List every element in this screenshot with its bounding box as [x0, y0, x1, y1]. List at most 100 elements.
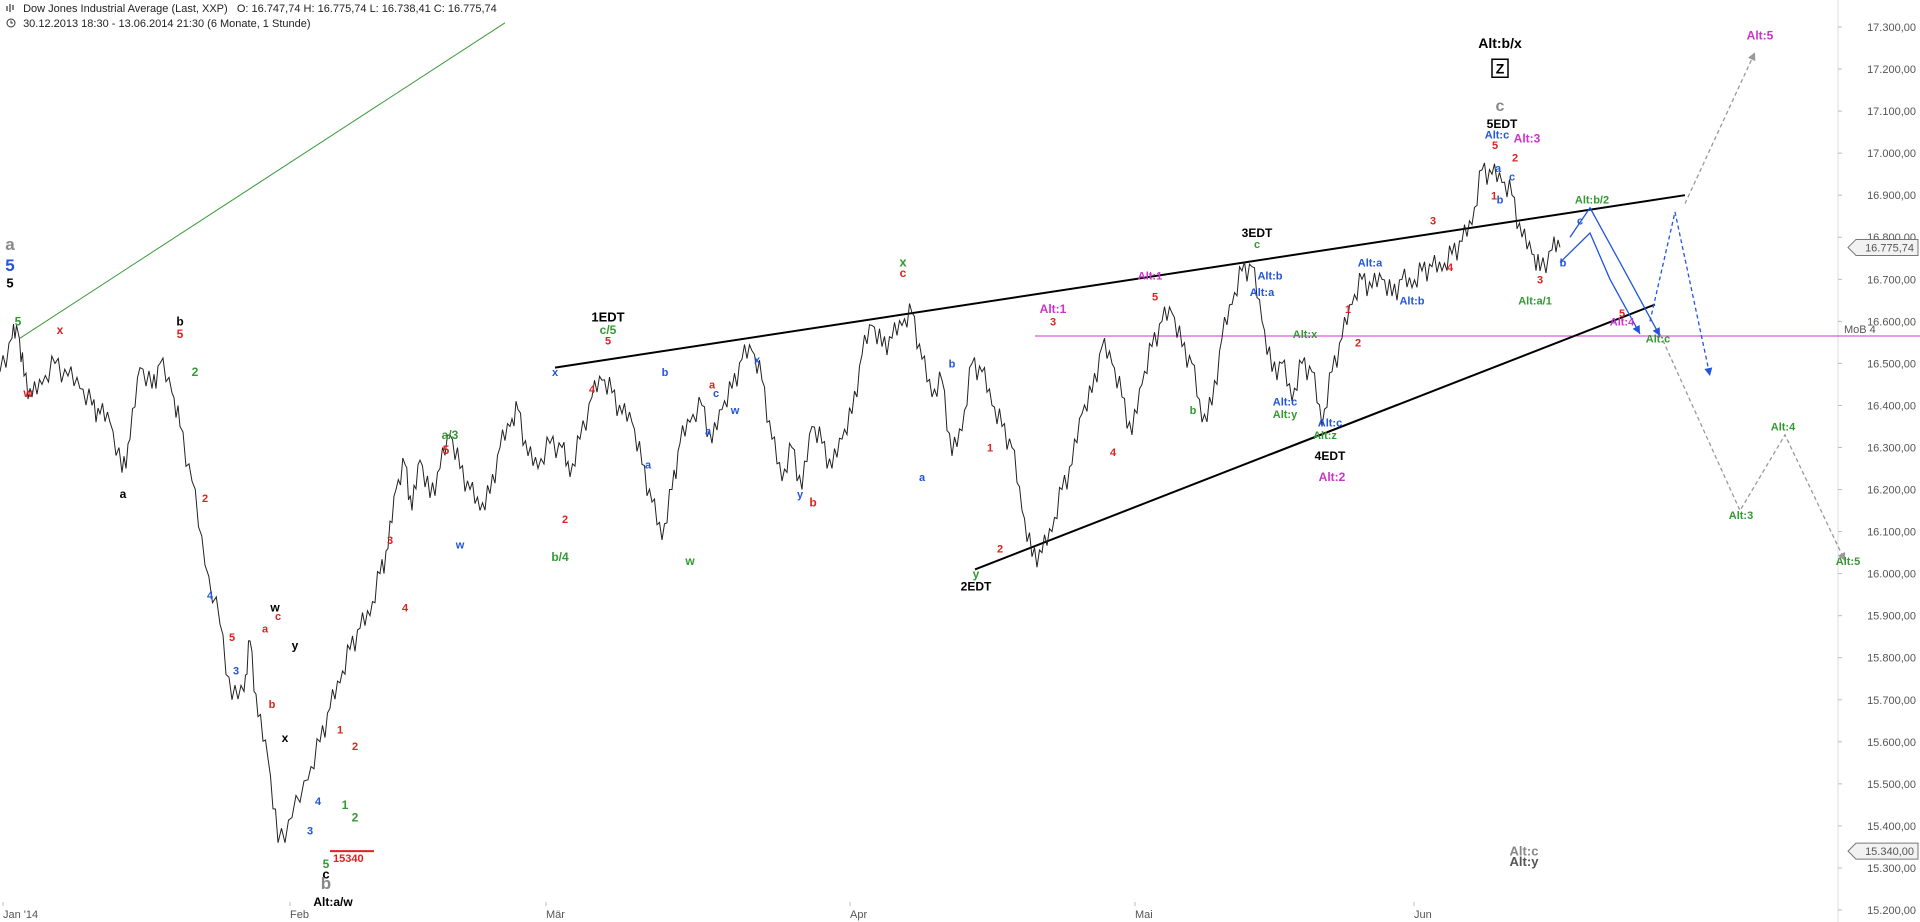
wave-label: y — [292, 638, 299, 652]
wave-label: b/4 — [551, 550, 569, 564]
time-range-readout: 30.12.2013 18:30 - 13.06.2014 21:30 (6 M… — [23, 18, 311, 30]
wave-label: b — [176, 315, 183, 329]
projection-arrowhead-5 — [1837, 552, 1846, 562]
wave-label: Alt:c — [1318, 417, 1342, 429]
wave-label: a — [705, 426, 712, 438]
wave-label: a — [645, 460, 652, 472]
wave-label: 2 — [1355, 338, 1361, 350]
chart-type-icon — [6, 3, 16, 13]
wave-label: 4 — [1110, 447, 1117, 459]
chart-header-range-line: 30.12.2013 18:30 - 13.06.2014 21:30 (6 M… — [6, 18, 311, 30]
y-tick-label: 15.800,00 — [1867, 653, 1916, 665]
wave-label: w — [730, 405, 740, 417]
wave-label: Alt:4 — [1610, 317, 1635, 329]
wave-label: Alt:a — [1250, 287, 1275, 299]
wave-label: 5 — [5, 256, 14, 275]
projection-path-5 — [1659, 333, 1846, 562]
wave-label: 1 — [1345, 304, 1351, 316]
wave-label: Alt:b — [1399, 296, 1424, 308]
wave-label: b — [1190, 405, 1197, 417]
price-tag-1 — [1847, 238, 1919, 256]
wave-label: 2 — [352, 741, 358, 753]
trend-line-2 — [554, 194, 1686, 369]
price-series-line — [0, 162, 1561, 843]
y-tick-label: 16.500,00 — [1867, 358, 1916, 370]
wave-label: Alt:a/w — [313, 895, 353, 909]
wave-label: b — [321, 874, 331, 893]
wave-label: Alt:3 — [1729, 510, 1753, 522]
wave-label: Alt:a/1 — [1518, 296, 1552, 308]
x-tick-label: Feb — [290, 909, 309, 921]
wave-label: 4 — [207, 590, 214, 602]
y-tick-label: 16.200,00 — [1867, 485, 1916, 497]
x-tick-label: Jan '14 — [3, 909, 38, 921]
mob-line-label: MoB 4 — [1844, 324, 1876, 336]
y-tick-label: 15.400,00 — [1867, 821, 1916, 833]
wave-label: w — [22, 386, 33, 400]
wave-label: Alt:4 — [1771, 422, 1796, 434]
wave-label: x — [282, 731, 289, 745]
wave-label: 5 — [1152, 291, 1158, 303]
wave-label: Alt:c — [1485, 129, 1509, 141]
wave-label: 2 — [997, 544, 1003, 556]
wave-label: Alt:z — [1313, 430, 1337, 442]
y-tick-label: 16.000,00 — [1867, 569, 1916, 581]
wave-label: 5 — [177, 327, 184, 341]
y-tick-label: 15.300,00 — [1867, 863, 1916, 875]
wave-label: Alt:5 — [1836, 556, 1860, 568]
wave-label: y — [973, 567, 980, 581]
wave-label: Alt:b — [1257, 270, 1282, 282]
wave-label: c — [275, 611, 281, 623]
wave-label: 4EDT — [1315, 449, 1346, 463]
wave-label: Alt:y — [1510, 854, 1540, 869]
chart-header-title-line: Dow Jones Industrial Average (Last, XXP)… — [6, 3, 497, 15]
projection-path-1 — [1559, 231, 1641, 335]
wave-label: c — [1254, 239, 1260, 251]
y-tick-label: 16.100,00 — [1867, 527, 1916, 539]
wave-label: 5 — [229, 632, 235, 644]
wave-label: 3 — [1430, 216, 1436, 228]
projection-path-4 — [1684, 51, 1756, 204]
wave-label: 2 — [192, 365, 199, 379]
wave-label: a — [5, 235, 15, 254]
x-tick-label: Mai — [1135, 909, 1153, 921]
trend-line-3 — [974, 303, 1656, 571]
y-tick-label: 16.700,00 — [1867, 274, 1916, 286]
wave-label: Alt:3 — [1514, 132, 1541, 146]
wave-label: 4 — [315, 796, 322, 808]
wave-label: 3 — [1050, 317, 1056, 329]
ohlc-readout: O: 16.747,74 H: 16.775,74 L: 16.738,41 C… — [236, 3, 497, 15]
y-tick-label: 16.600,00 — [1867, 316, 1916, 328]
x-tick-label: Jun — [1414, 909, 1432, 921]
price-tag-label: 16.775,74 — [1865, 242, 1914, 254]
wave-label: a — [120, 487, 127, 501]
wave-label: 3EDT — [1242, 226, 1273, 240]
y-tick-label: 15.900,00 — [1867, 611, 1916, 623]
wave-label: w — [455, 539, 465, 551]
wave-label: x — [754, 354, 761, 366]
x-tick-label: Mär — [546, 909, 565, 921]
clock-icon — [6, 18, 16, 28]
wave-label: 5 — [323, 857, 330, 871]
z-marker-box — [1491, 58, 1509, 79]
wave-label: 3 — [387, 535, 393, 547]
wave-label: 5 — [1492, 140, 1498, 152]
projection-arrowhead-4 — [1748, 52, 1756, 62]
wave-label: 5 — [605, 335, 611, 347]
wave-label: Alt:c — [1646, 333, 1670, 345]
wave-label: 2 — [562, 514, 568, 526]
wave-label: 5 — [1619, 308, 1625, 320]
wave-label: a — [262, 623, 269, 635]
trend-line-1 — [19, 22, 506, 339]
wave-label: 3 — [1537, 274, 1543, 286]
wave-label: 2 — [202, 493, 208, 505]
y-tick-label: 17.200,00 — [1867, 64, 1916, 76]
wave-label: 5EDT — [1487, 117, 1518, 131]
wave-label: c — [900, 266, 907, 280]
y-tick-label: 17.100,00 — [1867, 106, 1916, 118]
wave-label: c/5 — [600, 323, 617, 337]
wave-label: Alt:x — [1293, 329, 1318, 341]
y-tick-label: 15.500,00 — [1867, 779, 1916, 791]
wave-label: c — [1496, 98, 1505, 115]
